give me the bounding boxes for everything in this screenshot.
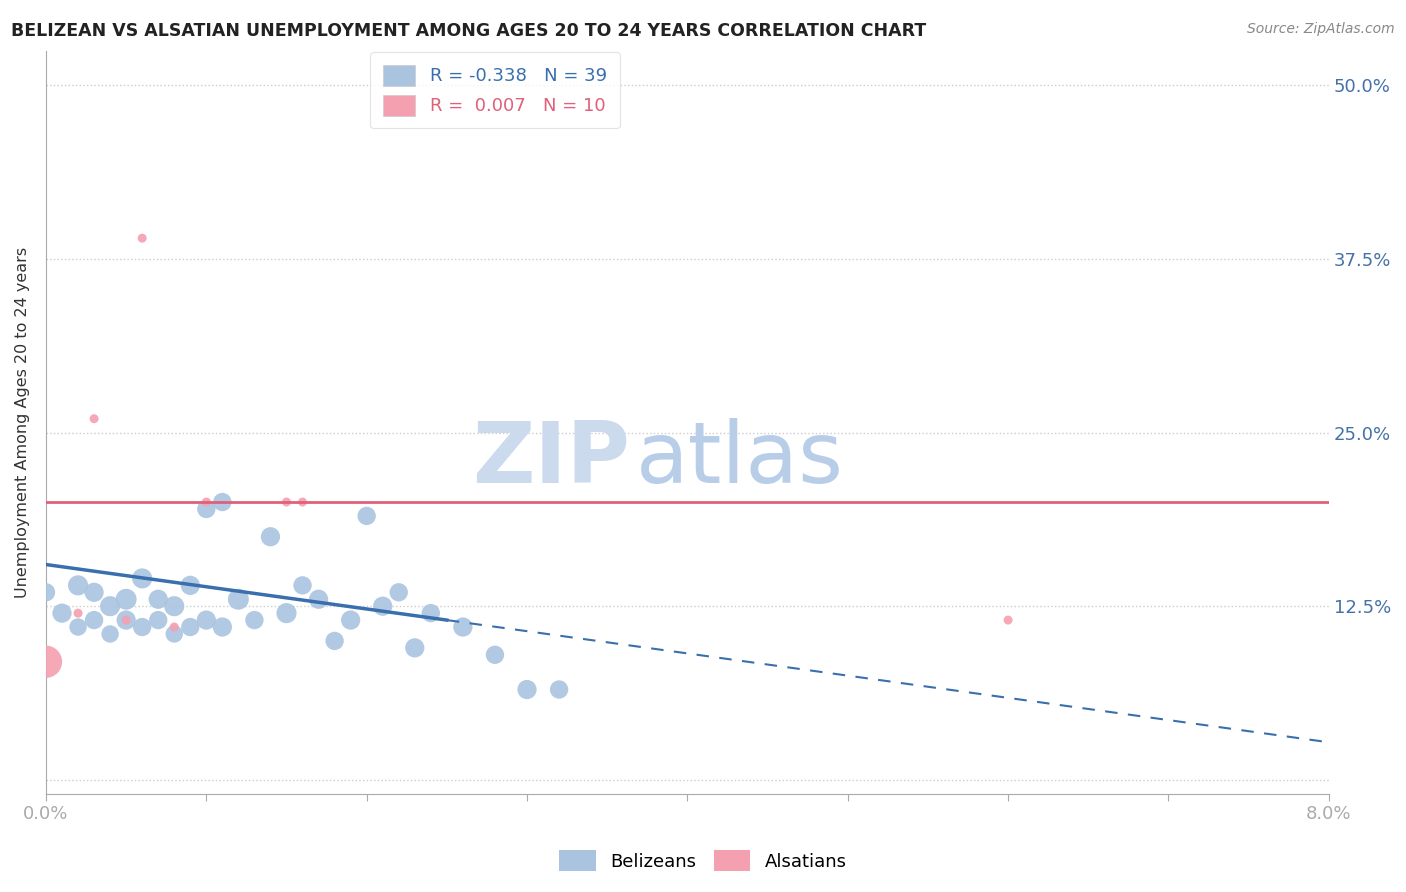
Point (997, 613, 1019, 627)
Point (163, 620, 186, 634)
Text: BELIZEAN VS ALSATIAN UNEMPLOYMENT AMONG AGES 20 TO 24 YEARS CORRELATION CHART: BELIZEAN VS ALSATIAN UNEMPLOYMENT AMONG … (11, 22, 927, 40)
Point (276, 495, 298, 509)
Point (131, 620, 153, 634)
Point (83, 411, 105, 425)
Point (276, 606, 298, 620)
Point (148, 592, 170, 607)
Point (195, 613, 218, 627)
Point (67, 606, 90, 620)
Point (115, 613, 138, 627)
Point (35, 655, 58, 669)
Point (35, 585, 58, 599)
Point (83, 585, 105, 599)
Point (163, 599, 186, 614)
Point (356, 508, 378, 523)
Point (51, 606, 73, 620)
Point (308, 592, 330, 607)
Point (211, 495, 233, 509)
Point (371, 599, 394, 614)
Text: atlas: atlas (636, 417, 844, 500)
Point (115, 592, 138, 607)
Point (98, 599, 121, 614)
Legend: R = -0.338   N = 39, R =  0.007   N = 10: R = -0.338 N = 39, R = 0.007 N = 10 (370, 53, 620, 128)
Point (131, 231, 153, 245)
Point (451, 620, 474, 634)
Point (339, 613, 361, 627)
Point (98, 627, 121, 641)
Point (323, 634, 346, 648)
Point (291, 578, 314, 592)
Point (195, 502, 218, 516)
Point (228, 592, 250, 607)
Point (83, 613, 105, 627)
Point (388, 585, 411, 599)
Point (291, 495, 314, 509)
Point (67, 620, 90, 634)
Point (211, 620, 233, 634)
Point (548, 682, 571, 697)
Point (179, 578, 201, 592)
Text: ZIP: ZIP (472, 417, 630, 500)
Point (243, 613, 266, 627)
Point (404, 640, 426, 655)
Point (419, 606, 441, 620)
Point (195, 495, 218, 509)
Point (516, 682, 538, 697)
Text: Source: ZipAtlas.com: Source: ZipAtlas.com (1247, 22, 1395, 37)
Legend: Belizeans, Alsatians: Belizeans, Alsatians (553, 843, 853, 879)
Y-axis label: Unemployment Among Ages 20 to 24 years: Unemployment Among Ages 20 to 24 years (15, 246, 30, 598)
Point (131, 571, 153, 585)
Point (67, 578, 90, 592)
Point (115, 613, 138, 627)
Point (148, 613, 170, 627)
Point (259, 530, 281, 544)
Point (484, 648, 506, 662)
Point (163, 627, 186, 641)
Point (179, 620, 201, 634)
